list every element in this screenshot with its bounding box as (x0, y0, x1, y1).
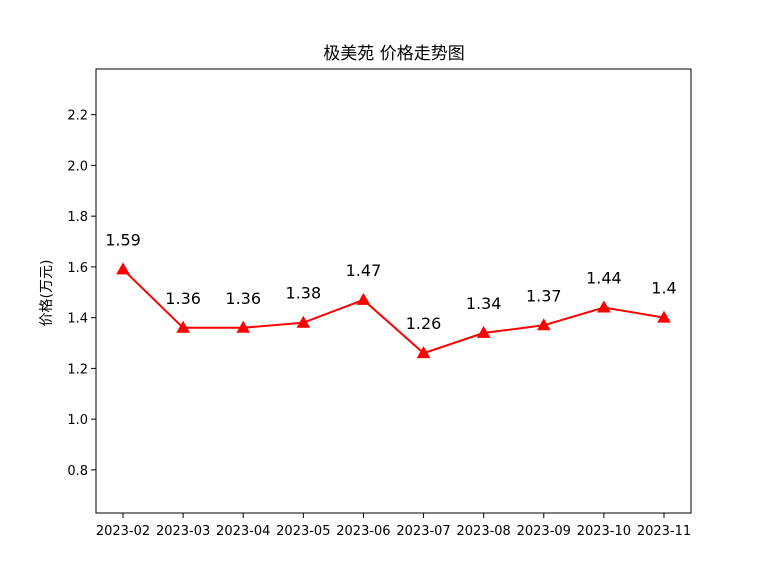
x-tick-label: 2023-03 (156, 524, 210, 539)
data-point-marker (597, 300, 611, 313)
data-label: 1.36 (165, 289, 201, 308)
data-point-marker (536, 318, 551, 331)
x-tick-label: 2023-05 (276, 524, 330, 539)
data-label: 1.59 (105, 230, 141, 249)
x-tick-label: 2023-06 (336, 524, 390, 539)
y-axis-label: 价格(万元) (39, 260, 55, 327)
data-label: 1.36 (225, 289, 261, 308)
data-labels: 1.59 1.36 1.36 1.38 1.47 1.26 1.34 1.37 1.44 1.4 (105, 230, 677, 333)
data-label: 1.38 (286, 284, 322, 303)
x-tick-label: 2023-07 (396, 524, 450, 539)
data-label: 1.37 (526, 286, 562, 305)
x-tick-label: 2023-10 (577, 524, 631, 539)
x-tick-label: 2023-08 (457, 524, 511, 539)
data-point-marker (416, 346, 431, 359)
y-tick-label: 1.4 (67, 312, 88, 327)
x-tick-label: 2023-04 (216, 524, 270, 539)
x-tick-label: 2023-02 (96, 524, 150, 539)
series-line (122, 268, 665, 355)
data-label: 1.4 (651, 279, 676, 298)
y-tick-label: 2.2 (67, 109, 88, 124)
x-axis-ticks: 2023-02 2023-03 2023-04 2023-05 2023-06 2023-… (96, 513, 691, 539)
y-tick-label: 1.6 (67, 261, 88, 276)
y-tick-label: 1.2 (67, 362, 88, 377)
data-point-marker (176, 320, 190, 333)
plot-frame (95, 68, 692, 514)
data-point-marker (356, 292, 371, 305)
y-tick-label: 1.0 (67, 413, 88, 428)
data-label: 1.34 (466, 294, 502, 313)
y-tick-label: 2.0 (67, 159, 88, 174)
series-layer (116, 262, 671, 359)
data-point-marker (476, 325, 491, 338)
data-point-marker (116, 262, 130, 275)
x-tick-label: 2023-11 (637, 524, 691, 539)
data-label: 1.44 (586, 268, 622, 287)
chart-title: 极美苑 价格走势图 (323, 44, 464, 64)
y-tick-label: 0.8 (67, 464, 88, 479)
y-axis-ticks: 0.8 1.0 1.2 1.4 1.6 1.8 2.0 2.2 (67, 109, 96, 479)
data-point-marker (296, 315, 311, 328)
data-label: 1.47 (346, 261, 382, 280)
data-label: 1.26 (406, 314, 442, 333)
x-tick-label: 2023-09 (517, 524, 571, 539)
data-point-marker (236, 320, 251, 333)
y-tick-label: 1.8 (67, 210, 88, 225)
data-point-marker (657, 310, 671, 323)
